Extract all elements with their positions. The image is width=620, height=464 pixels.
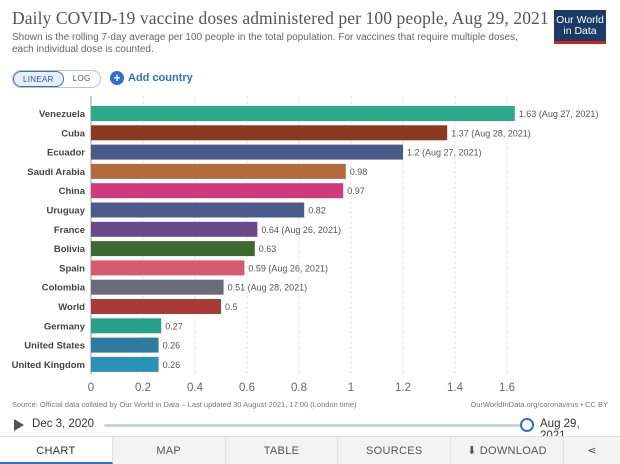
bar (91, 183, 344, 199)
category-label: Uruguay (46, 206, 85, 217)
play-icon[interactable] (14, 419, 24, 431)
bar (91, 144, 403, 160)
chart-header: Daily COVID-19 vaccine doses administere… (12, 8, 549, 56)
data-label: 1.63 (Aug 27, 2021) (519, 109, 599, 119)
data-label: 0.97 (347, 186, 365, 196)
share-button[interactable]: ⋖ (564, 437, 620, 464)
download-icon: ⬇ (467, 445, 477, 457)
bar (91, 260, 245, 276)
tab-chart[interactable]: CHART (0, 437, 113, 464)
data-label: 0.26 (163, 360, 181, 370)
data-label: 0.64 (Aug 26, 2021) (261, 225, 341, 235)
category-label: Cuba (61, 128, 85, 139)
data-label: 0.26 (163, 341, 181, 351)
tab-download[interactable]: ⬇ DOWNLOAD (451, 437, 564, 464)
timeline-start-date: Dec 3, 2020 (32, 418, 95, 430)
bar (91, 202, 305, 218)
bar (91, 163, 346, 179)
bar (91, 241, 255, 257)
add-country-label: Add country (128, 72, 193, 84)
tab-bar: CHART MAP TABLE SOURCES ⬇ DOWNLOAD ⋖ (0, 436, 620, 464)
bar (91, 221, 258, 237)
log-scale-button[interactable]: LOG (72, 74, 91, 83)
logo-line-1: Our World (556, 14, 604, 26)
category-label: China (59, 186, 86, 197)
category-label: Germany (44, 321, 86, 332)
data-label: 0.5 (225, 302, 238, 312)
bar (91, 356, 159, 372)
data-label: 0.63 (259, 244, 277, 254)
chart-subtitle: Shown is the rolling 7-day average per 1… (12, 32, 518, 55)
x-tick-label: 1.2 (395, 382, 411, 394)
category-label: United Kingdom (12, 360, 85, 371)
x-tick-label: 1.4 (447, 382, 464, 394)
owid-logo[interactable]: Our World in Data (554, 10, 606, 44)
timeline-track[interactable] (104, 424, 529, 427)
category-label: World (58, 302, 85, 313)
plus-icon: + (110, 71, 124, 85)
x-tick-label: 0 (88, 382, 94, 394)
x-tick-label: 0.2 (135, 382, 151, 394)
category-label: United States (24, 341, 85, 352)
bar (91, 337, 159, 353)
license-link[interactable]: OurWorldInData.org/coronavirus • CC BY (470, 400, 608, 409)
category-label: France (54, 225, 85, 236)
x-tick-label: 1 (348, 382, 354, 394)
timeline-handle[interactable] (520, 418, 534, 432)
bar (91, 106, 515, 121)
chart-title: Daily COVID-19 vaccine doses administere… (12, 8, 549, 28)
data-label: 0.27 (165, 321, 183, 331)
category-label: Colombia (42, 283, 86, 294)
category-label: Bolivia (54, 244, 86, 255)
data-label: 0.98 (350, 167, 368, 177)
category-label: Spain (59, 263, 85, 274)
category-label: Saudi Arabia (27, 167, 85, 178)
tab-map[interactable]: MAP (113, 437, 226, 464)
bar (91, 299, 221, 314)
x-tick-label: 0.4 (187, 382, 204, 394)
tab-table[interactable]: TABLE (226, 437, 339, 464)
source-text: Source: Official data collated by Our Wo… (12, 400, 357, 409)
data-label: 1.2 (Aug 27, 2021) (407, 148, 482, 158)
download-label: DOWNLOAD (479, 445, 547, 457)
bar-chart: 0 0.2 0.4 0.6 0.8 1 1.2 1.4 1.6 Venezuela 1.63 (Au… (12, 96, 599, 394)
timeline: Dec 3, 2020 Aug 29, 2021 (12, 416, 608, 442)
linear-scale-button[interactable]: LINEAR (13, 71, 64, 87)
data-label: 0.82 (308, 206, 326, 216)
share-icon: ⋖ (587, 445, 597, 457)
data-label: 1.37 (Aug 28, 2021) (451, 128, 531, 138)
bar (91, 125, 448, 141)
logo-line-2: in Data (563, 25, 597, 37)
tab-sources[interactable]: SOURCES (338, 437, 452, 464)
x-tick-label: 1.6 (499, 382, 515, 394)
data-label: 0.59 (Aug 26, 2021) (248, 263, 328, 273)
x-tick-label: 0.8 (291, 382, 307, 394)
category-label: Ecuador (47, 148, 85, 159)
category-label: Venezuela (39, 109, 86, 120)
data-label: 0.51 (Aug 28, 2021) (228, 283, 308, 293)
source-line: Source: Official data collated by Our Wo… (12, 400, 608, 409)
bar (91, 279, 224, 295)
x-tick-label: 0.6 (239, 382, 255, 394)
add-country-button[interactable]: + Add country (110, 71, 193, 85)
bar (91, 318, 162, 334)
scale-toggle: LINEAR LOG (12, 70, 101, 88)
